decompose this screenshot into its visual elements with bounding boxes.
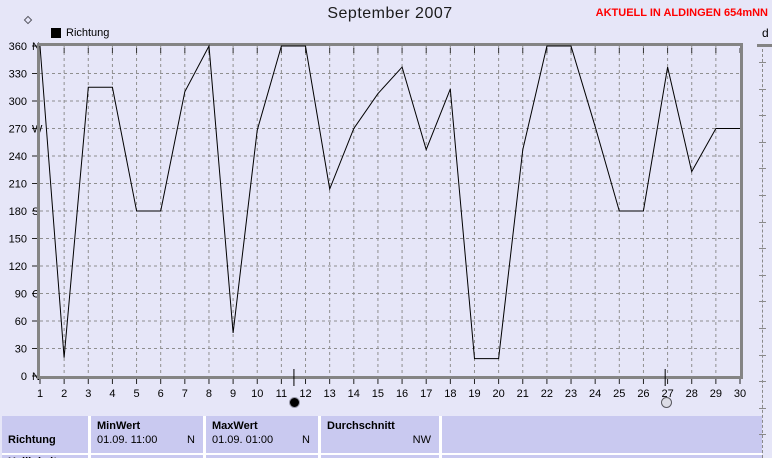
x-tick-label: 29 — [710, 388, 722, 400]
y-tick-label: 30 — [15, 344, 27, 356]
x-tick-label: 4 — [109, 388, 115, 400]
x-tick-label: 20 — [492, 388, 504, 400]
next-chart-axis-tick — [759, 301, 766, 302]
x-tick-label: 21 — [517, 388, 529, 400]
x-tick-label: 9 — [230, 388, 236, 400]
x-tick-label: 30 — [734, 388, 746, 400]
x-tick-label: 14 — [348, 388, 360, 400]
next-chart-axis-tick — [759, 142, 766, 143]
legend-label: Richtung — [66, 27, 110, 39]
stats-table: Richtung MinWert 01.09. 11:00 N MaxWert … — [2, 416, 762, 458]
x-tick-label: 7 — [182, 388, 188, 400]
next-chart-axis-tick — [759, 328, 766, 329]
station-status-text: AKTUELL IN ALDINGEN 654mNN — [595, 7, 768, 19]
x-tick-label: 3 — [85, 388, 91, 400]
next-chart-axis-tick — [759, 275, 766, 276]
x-tick-label: 12 — [299, 388, 311, 400]
x-tick-label: 8 — [206, 388, 212, 400]
x-tick-label: 26 — [637, 388, 649, 400]
x-tick-label: 16 — [396, 388, 408, 400]
x-tick-label: 22 — [541, 388, 553, 400]
y-tick-label: 300 — [9, 96, 27, 108]
y-tick-dir-label: O — [32, 289, 41, 301]
y-tick-label: 60 — [15, 316, 27, 328]
next-chart-axis-tick — [759, 62, 766, 63]
y-tick-label: 90 — [15, 289, 27, 301]
next-chart-axis-tick — [759, 355, 766, 356]
empty-cell — [442, 416, 762, 453]
next-chart-label: d — [762, 26, 769, 40]
table-row: Richtung MinWert 01.09. 11:00 N MaxWert … — [2, 416, 762, 453]
y-tick-label: 240 — [9, 151, 27, 163]
next-chart-axis-tick — [759, 195, 766, 196]
y-tick-label: 0 — [21, 371, 27, 383]
minwert-header: MinWert — [97, 420, 141, 432]
next-chart-axis-tick — [759, 248, 766, 249]
next-chart-axis-tick — [759, 434, 766, 435]
x-tick-label: 17 — [420, 388, 432, 400]
minwert-datetime: 01.09. 11:00 — [97, 434, 158, 446]
y-tick-dir-label: N — [32, 41, 40, 53]
next-chart-axis-tick — [759, 115, 766, 116]
x-tick-label: 2 — [61, 388, 67, 400]
y-tick-label: 210 — [9, 179, 27, 191]
x-tick-label: 1 — [37, 388, 43, 400]
y-tick-label: 330 — [9, 69, 27, 81]
new-moon-icon — [289, 397, 301, 408]
x-tick-label: 23 — [565, 388, 577, 400]
sensor-name: Helligkeit — [2, 455, 88, 458]
x-tick-label: 25 — [613, 388, 625, 400]
x-tick-label: 13 — [324, 388, 336, 400]
next-chart-gridline — [762, 49, 763, 458]
y-tick-label: 360 — [9, 41, 27, 53]
x-tick-label: 18 — [444, 388, 456, 400]
maxwert-header: MaxWert — [212, 420, 258, 432]
y-tick-label: 150 — [9, 234, 27, 246]
row-label-cell: Helligkeit — [2, 455, 88, 458]
durchschnitt-value: NW — [412, 434, 431, 446]
x-tick-label: 10 — [251, 388, 263, 400]
durchschnitt-cell: Durchschnitt NW — [321, 416, 439, 453]
next-chart-axis-tick — [759, 89, 766, 90]
page-title: September 2007 — [327, 5, 453, 22]
y-tick-label: 180 — [9, 206, 27, 218]
table-row-next: Helligkeit — [2, 455, 762, 458]
x-tick-label: 19 — [468, 388, 480, 400]
durchschnitt-header: Durchschnitt — [327, 420, 395, 432]
next-chart-axis-tick — [759, 168, 766, 169]
y-tick-label: 120 — [9, 261, 27, 273]
x-tick-label: 24 — [589, 388, 601, 400]
y-tick-dir-label: N — [32, 371, 40, 383]
x-tick-label: 11 — [276, 388, 287, 400]
next-chart-top-border — [757, 44, 772, 47]
maxwert-cell: MaxWert 01.09. 01:00 N — [206, 416, 318, 453]
next-chart-axis-tick — [759, 408, 766, 409]
sensor-name: Richtung — [8, 434, 56, 446]
minwert-value: N — [187, 434, 195, 446]
next-chart-axis-tick — [759, 222, 766, 223]
full-moon-icon — [660, 397, 672, 408]
x-tick-label: 6 — [158, 388, 164, 400]
maxwert-value: N — [302, 434, 310, 446]
plot-border — [37, 43, 743, 379]
y-tick-dir-label: S — [32, 206, 39, 218]
row-label-cell: Richtung — [2, 416, 88, 453]
x-tick-label: 15 — [372, 388, 384, 400]
legend: Richtung — [51, 27, 109, 39]
y-tick-label: 270 — [9, 124, 27, 136]
maxwert-datetime: 01.09. 01:00 — [212, 434, 274, 446]
x-tick-label: 28 — [686, 388, 698, 400]
wind-direction-line — [39, 44, 740, 360]
minwert-cell: MinWert 01.09. 11:00 N — [91, 416, 203, 453]
x-tick-label: 5 — [133, 388, 139, 400]
legend-swatch-icon — [51, 28, 61, 38]
next-chart-axis-tick — [759, 381, 766, 382]
